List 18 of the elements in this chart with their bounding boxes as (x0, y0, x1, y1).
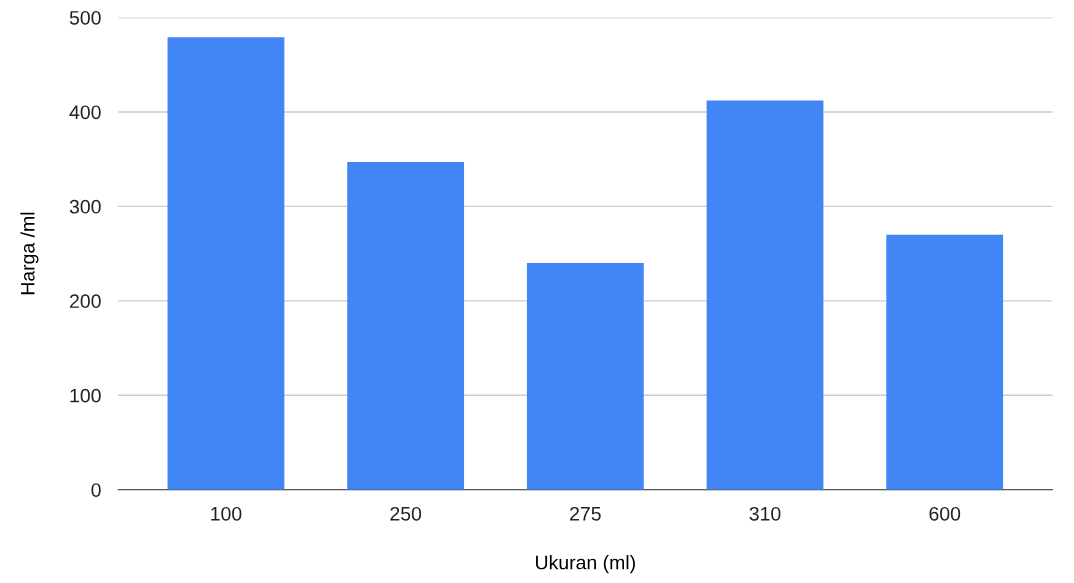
y-tick-label: 200 (70, 294, 101, 309)
bar (706, 100, 824, 490)
x-tick-label: 600 (929, 506, 961, 521)
bar (347, 161, 465, 490)
bar (886, 234, 1004, 490)
y-tick-label: 300 (69, 199, 101, 214)
x-tick-label: 250 (390, 506, 422, 521)
x-tick-label: 310 (749, 506, 781, 521)
x-axis-title: Ukuran (ml) (536, 555, 635, 574)
bar (526, 263, 644, 490)
y-tick-label: 400 (69, 105, 101, 120)
bar (167, 37, 285, 490)
x-tick-label: 275 (570, 506, 601, 521)
y-tick-label: 500 (69, 10, 101, 25)
y-axis-title: Harga /ml (20, 212, 39, 295)
x-tick-label: 100 (211, 506, 242, 521)
y-tick-label: 100 (70, 388, 101, 403)
y-tick-label: 0 (91, 483, 101, 497)
